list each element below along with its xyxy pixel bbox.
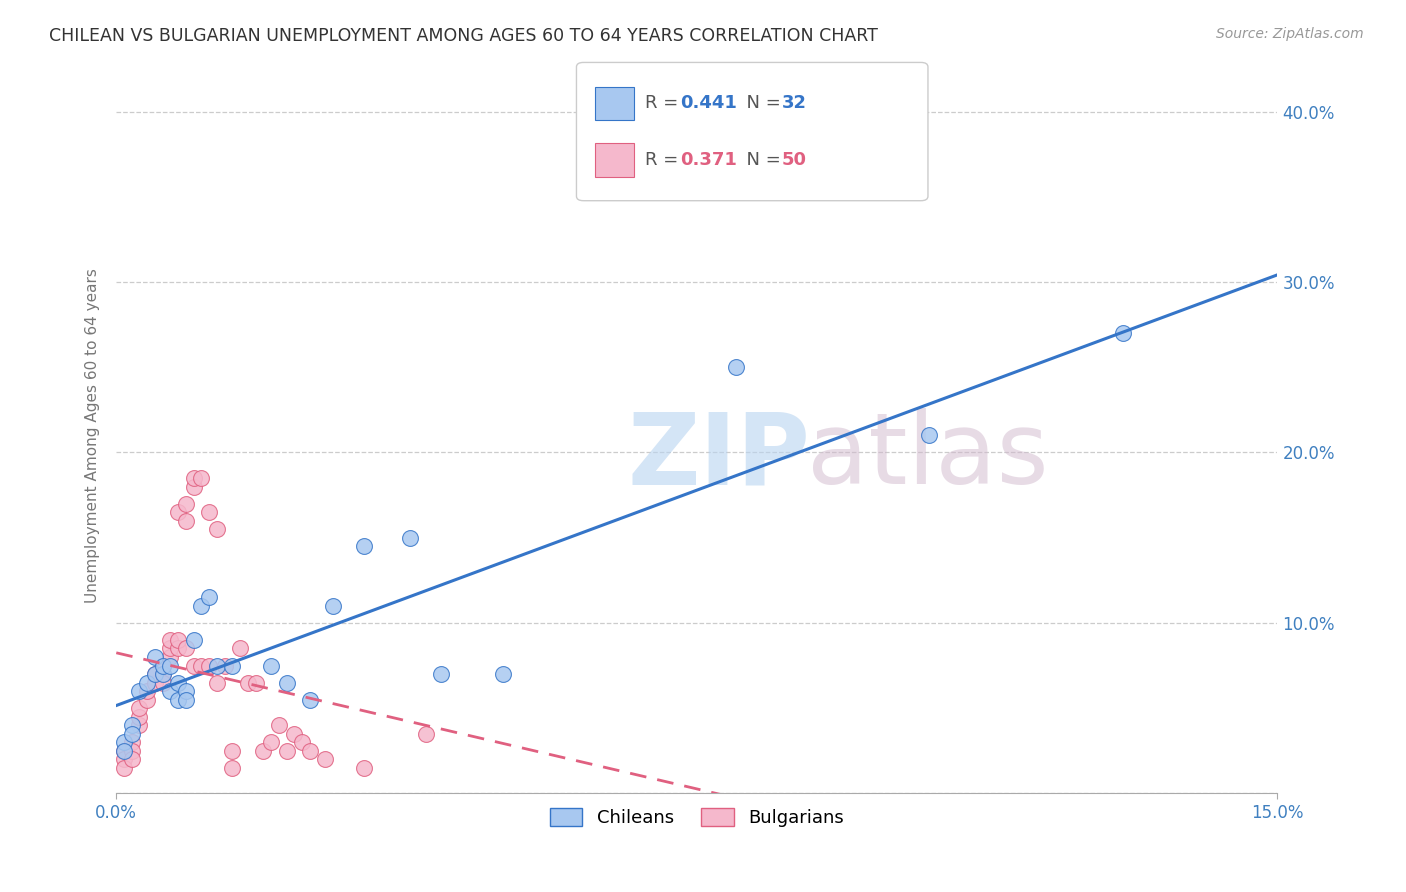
Point <box>121 744 143 758</box>
Point <box>198 505 221 519</box>
Point <box>260 735 283 749</box>
Point <box>152 667 174 681</box>
Point <box>918 428 941 442</box>
Point <box>128 709 150 723</box>
Text: N =: N = <box>735 95 787 112</box>
Text: Source: ZipAtlas.com: Source: ZipAtlas.com <box>1216 27 1364 41</box>
Point <box>183 471 205 485</box>
Point <box>121 718 143 732</box>
Point <box>267 718 290 732</box>
Point <box>276 744 298 758</box>
Point <box>430 667 453 681</box>
Point <box>298 692 321 706</box>
Point <box>205 658 228 673</box>
Point <box>167 692 190 706</box>
Point <box>298 744 321 758</box>
Point <box>221 761 243 775</box>
Point <box>136 684 159 698</box>
Point <box>174 514 197 528</box>
Point <box>128 701 150 715</box>
Point <box>159 658 181 673</box>
Point <box>190 599 212 613</box>
Point <box>252 744 274 758</box>
Point <box>183 632 205 647</box>
Point <box>260 658 283 673</box>
Point <box>167 505 190 519</box>
Point <box>724 360 747 375</box>
Point <box>190 658 212 673</box>
Point <box>205 522 228 536</box>
Point <box>112 735 135 749</box>
Point <box>143 667 166 681</box>
Point <box>353 761 375 775</box>
Text: 32: 32 <box>782 95 807 112</box>
Point <box>291 735 314 749</box>
Text: ZIP: ZIP <box>627 409 810 506</box>
Point <box>112 761 135 775</box>
Point <box>198 591 221 605</box>
Legend: Chileans, Bulgarians: Chileans, Bulgarians <box>543 801 851 834</box>
Point <box>159 632 181 647</box>
Point <box>152 675 174 690</box>
Point <box>152 658 174 673</box>
Point <box>276 675 298 690</box>
Point <box>143 650 166 665</box>
Point <box>492 667 515 681</box>
Point <box>152 658 174 673</box>
Text: R =: R = <box>645 151 685 169</box>
Point <box>174 497 197 511</box>
Point <box>136 692 159 706</box>
Point <box>399 531 422 545</box>
Point <box>121 735 143 749</box>
Point <box>112 744 135 758</box>
Point <box>245 675 267 690</box>
Point <box>1111 326 1133 340</box>
Point <box>136 675 159 690</box>
Point <box>121 727 143 741</box>
Text: 50: 50 <box>782 151 807 169</box>
Text: 0.441: 0.441 <box>681 95 737 112</box>
Point <box>190 471 212 485</box>
Point <box>128 684 150 698</box>
Point <box>143 667 166 681</box>
Point <box>221 658 243 673</box>
Text: atlas: atlas <box>807 409 1049 506</box>
Point <box>112 752 135 766</box>
Point <box>205 675 228 690</box>
Point <box>112 744 135 758</box>
Point <box>167 632 190 647</box>
Text: 0.371: 0.371 <box>681 151 737 169</box>
Point <box>314 752 336 766</box>
Text: R =: R = <box>645 95 685 112</box>
Point <box>174 692 197 706</box>
Point <box>167 641 190 656</box>
Point <box>198 658 221 673</box>
Text: CHILEAN VS BULGARIAN UNEMPLOYMENT AMONG AGES 60 TO 64 YEARS CORRELATION CHART: CHILEAN VS BULGARIAN UNEMPLOYMENT AMONG … <box>49 27 879 45</box>
Point <box>214 658 236 673</box>
Point <box>128 718 150 732</box>
Point <box>415 727 437 741</box>
Point <box>322 599 344 613</box>
Point <box>236 675 259 690</box>
Point <box>353 539 375 553</box>
Point <box>121 752 143 766</box>
Point <box>221 744 243 758</box>
Text: N =: N = <box>735 151 787 169</box>
Point <box>183 479 205 493</box>
Point <box>283 727 305 741</box>
Point <box>152 667 174 681</box>
Point <box>159 684 181 698</box>
Point <box>229 641 252 656</box>
Point <box>174 684 197 698</box>
Y-axis label: Unemployment Among Ages 60 to 64 years: Unemployment Among Ages 60 to 64 years <box>86 268 100 603</box>
Point <box>143 675 166 690</box>
Point <box>174 641 197 656</box>
Point <box>159 650 181 665</box>
Point <box>167 675 190 690</box>
Point <box>183 658 205 673</box>
Point <box>159 641 181 656</box>
